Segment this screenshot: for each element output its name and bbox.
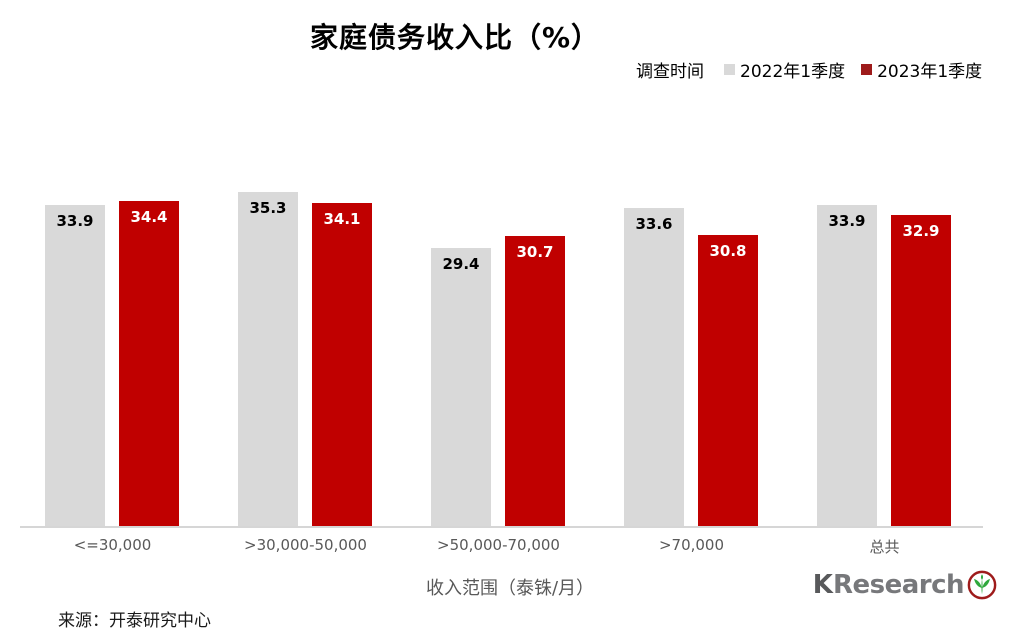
bar-series1-group1: 34.1 bbox=[312, 203, 372, 526]
legend-item-2023: 2023年1季度 bbox=[861, 57, 982, 82]
legend-label-2022: 2022年1季度 bbox=[740, 62, 846, 82]
bar-series1-group3: 30.8 bbox=[698, 234, 758, 526]
bar-value-label: 33.6 bbox=[635, 215, 673, 234]
bar-series0-group3: 33.6 bbox=[624, 208, 684, 526]
x-axis-category-0: <=30,000 bbox=[73, 536, 152, 554]
bar-value-label: 30.7 bbox=[516, 242, 554, 261]
x-axis-category-3: >70,000 bbox=[658, 536, 725, 554]
bar-value-label: 34.4 bbox=[130, 207, 168, 226]
bar-series0-group2: 29.4 bbox=[431, 247, 491, 526]
bar-value-label: 30.8 bbox=[709, 241, 747, 260]
logo-text-research: Research bbox=[832, 570, 965, 600]
bar-value-label: 32.9 bbox=[902, 221, 940, 240]
bar-series0-group4: 33.9 bbox=[817, 205, 877, 526]
legend-item-2022: 2022年1季度 bbox=[724, 57, 845, 82]
x-axis-category-4: 总共 bbox=[869, 538, 900, 556]
bar-value-label: 34.1 bbox=[323, 210, 361, 229]
bar-value-label: 35.3 bbox=[249, 199, 287, 218]
bar-series1-group4: 32.9 bbox=[891, 214, 951, 526]
x-axis-title: 收入范围（泰铢/月） bbox=[425, 578, 595, 599]
x-axis-line bbox=[20, 526, 983, 528]
bar-value-label: 33.9 bbox=[56, 212, 94, 231]
x-axis-category-2: >50,000-70,000 bbox=[437, 536, 560, 554]
bar-value-label: 33.9 bbox=[828, 212, 866, 231]
legend-label-2023: 2023年1季度 bbox=[877, 62, 983, 82]
legend-title: 调查时间 bbox=[636, 62, 704, 82]
source-note: 来源：开泰研究中心 bbox=[58, 611, 211, 631]
legend-marker-2022-icon bbox=[724, 64, 735, 75]
kresearch-leaf-icon bbox=[967, 570, 997, 600]
x-axis-category-1: >30,000-50,000 bbox=[244, 536, 367, 554]
bar-series0-group1: 35.3 bbox=[238, 192, 298, 526]
bar-series1-group0: 34.4 bbox=[119, 200, 179, 526]
legend-marker-2023-icon bbox=[861, 64, 873, 75]
logo-text-k: K bbox=[812, 570, 833, 600]
chart-title: 家庭债务收入比（%） bbox=[309, 21, 601, 54]
legend: 调查时间 2022年1季度 2023年1季度 bbox=[636, 57, 982, 82]
bar-series0-group0: 33.9 bbox=[45, 205, 105, 526]
bar-series1-group2: 30.7 bbox=[505, 235, 565, 526]
bar-value-label: 29.4 bbox=[442, 254, 480, 273]
kresearch-logo: K Research bbox=[813, 570, 997, 600]
